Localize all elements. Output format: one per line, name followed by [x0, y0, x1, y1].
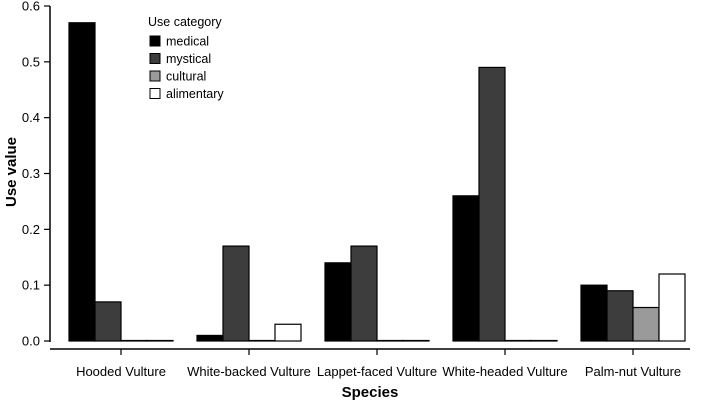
bar-cultural — [376, 339, 404, 342]
y-axis-title: Use value — [3, 137, 20, 207]
bar-medical — [196, 334, 224, 342]
y-tick-label: 0.1 — [22, 278, 40, 293]
legend-label-mystical: mystical — [166, 52, 211, 66]
y-tick-label: 0.3 — [22, 166, 40, 181]
legend-label-alimentary: alimentary — [166, 87, 224, 101]
bar-mystical — [478, 66, 506, 342]
bar-mystical — [94, 301, 122, 342]
x-axis: Hooded Vulture White-backed Vulture Lappet… — [50, 348, 690, 379]
legend-swatch-alimentary — [149, 88, 161, 99]
bar-medical — [324, 262, 352, 342]
bar-alimentary — [658, 273, 686, 342]
bar-cultural — [632, 306, 660, 342]
y-tick-label: 0.6 — [22, 0, 40, 14]
bar-alimentary — [530, 339, 558, 342]
y-tick-label: 0.2 — [22, 222, 40, 237]
bar-medical — [580, 284, 608, 342]
y-tick-label: 0.0 — [22, 334, 40, 349]
legend-label-medical: medical — [166, 35, 209, 49]
x-axis-title: Species — [342, 384, 399, 401]
bars — [68, 22, 686, 342]
x-tick-label: Palm-nut Vulture — [585, 364, 681, 379]
legend: Use category medical mystical cultural alim… — [148, 15, 224, 101]
bar-alimentary — [274, 323, 302, 342]
y-tick-label: 0.5 — [22, 54, 40, 69]
bar-alimentary — [402, 339, 430, 342]
bar-mystical — [350, 245, 378, 342]
x-tick-label: Lappet-faced Vulture — [317, 364, 437, 379]
y-axis: 0.0 0.1 0.2 0.3 0.4 0.5 0.6 — [22, 0, 51, 349]
legend-swatch-cultural — [149, 70, 161, 82]
legend-title: Use category — [148, 15, 222, 29]
bar-cultural — [504, 339, 532, 342]
x-tick-label: Hooded Vulture — [76, 364, 166, 379]
bar-cultural — [120, 339, 148, 342]
x-tick-label: White-backed Vulture — [187, 364, 311, 379]
y-tick-label: 0.4 — [22, 110, 40, 125]
x-tick-label: White-headed Vulture — [442, 364, 567, 379]
bar-medical — [452, 195, 480, 342]
legend-swatch-mystical — [149, 53, 161, 64]
legend-label-cultural: cultural — [166, 70, 206, 84]
bar-cultural — [248, 339, 276, 342]
bar-alimentary — [146, 339, 174, 342]
bar-medical — [68, 22, 96, 342]
bar-mystical — [222, 245, 250, 342]
bar-mystical — [606, 290, 634, 342]
legend-swatch-medical — [149, 35, 161, 47]
